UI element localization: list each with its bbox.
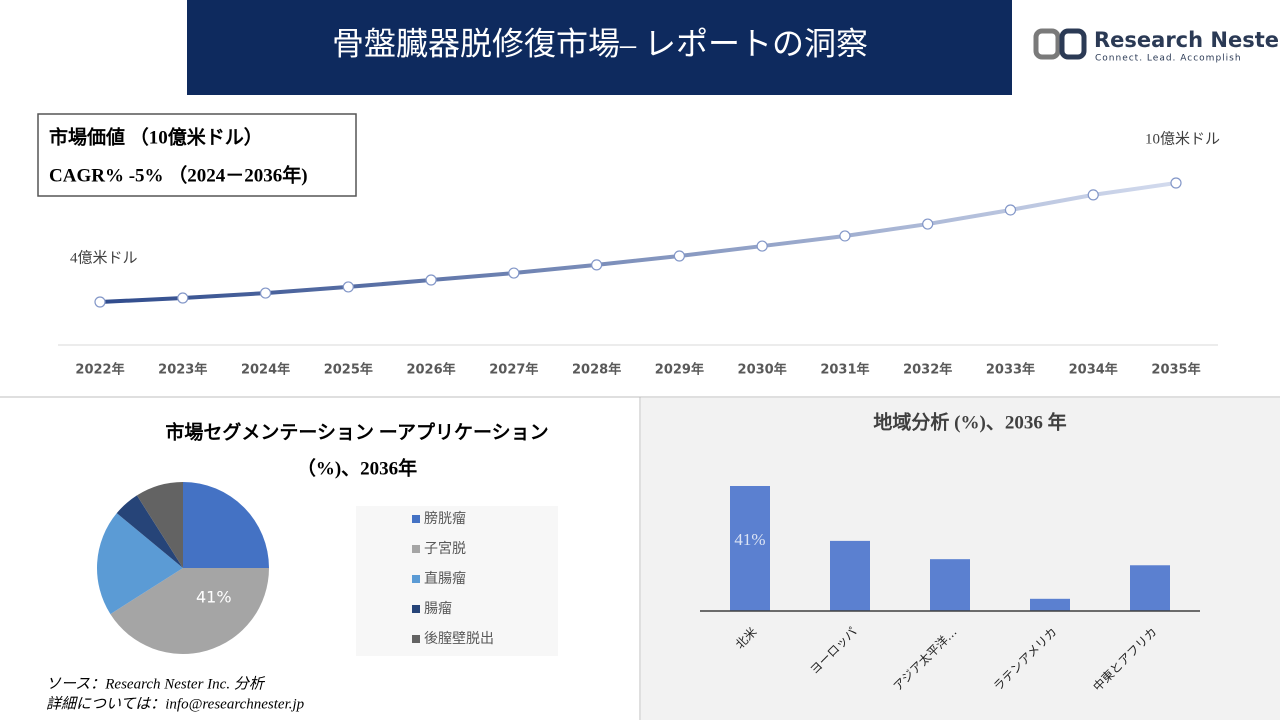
bar: [1030, 598, 1070, 611]
point: [1004, 204, 1017, 216]
point: [1170, 177, 1182, 189]
line: [99, 181, 1177, 304]
bar: [830, 540, 870, 611]
point: [839, 230, 851, 242]
point: [673, 250, 685, 262]
point: [508, 267, 520, 279]
x-tick-label: 2026年: [406, 362, 455, 378]
market-value: 市場価値 （10億米ドル）: [49, 125, 263, 148]
pie-slice: [136, 482, 183, 568]
legend-label: 膀胱瘤: [424, 510, 466, 527]
bar: [930, 559, 970, 611]
point: [342, 281, 354, 293]
bar: [1130, 565, 1170, 611]
point: [1087, 189, 1099, 201]
chart-title: 地域分析 (%)、2036 年: [873, 410, 1066, 433]
pie-slice: [183, 482, 269, 568]
point: [922, 218, 934, 230]
header-title: 骨盤臓器脱修復市場– レポートの洞察: [332, 25, 868, 61]
x-tick-label: 2034年: [1069, 362, 1118, 378]
pie-slice: [110, 568, 270, 655]
logo-icon: [1059, 28, 1087, 60]
x-tick-label: 2030年: [738, 362, 787, 378]
legend-swatch: [412, 515, 420, 523]
contact-note: 詳細については：info@researchnester.jp: [46, 695, 305, 712]
point: [425, 274, 437, 286]
x-tick-label: 2029年: [655, 362, 704, 378]
logo-icon: [1033, 28, 1061, 60]
x-tick-label: 2023年: [158, 362, 207, 378]
chart-title: 市場セグメンテーション ーアプリケーション: [165, 420, 548, 443]
header-banner: [187, 0, 1012, 95]
point: [591, 259, 603, 271]
legend-label: 腸瘤: [424, 600, 452, 617]
legend-label: 子宮脱: [424, 541, 466, 557]
point: [756, 240, 768, 252]
x-tick-label: 2033年: [986, 362, 1035, 378]
market-cagr: CAGR% -5% （2024－2036年): [49, 163, 308, 186]
x-tick-label: 2028年: [572, 362, 621, 378]
x-tick-label: 2024年: [241, 362, 290, 378]
data-label: 10億米ドル: [1145, 130, 1220, 147]
market-box: [37, 113, 357, 197]
legend-swatch: [412, 545, 420, 553]
x-tick-label: 2031年: [820, 362, 869, 378]
x-tick-label: 2025年: [324, 362, 373, 378]
x-tick-label: 2035年: [1151, 362, 1200, 378]
data-label: 41%: [196, 588, 232, 607]
legend-swatch: [412, 635, 420, 643]
point: [94, 296, 106, 308]
x-tick-label: 2022年: [75, 362, 124, 378]
legend-label: 後膣壁脱出: [424, 630, 494, 647]
chart-title: （%)、2036年: [297, 456, 417, 479]
x-tick-label: 2027年: [489, 362, 538, 378]
bar: [730, 486, 770, 611]
logo: Research Nester Connect. Lead. Accomplis…: [1033, 28, 1280, 64]
point: [259, 287, 272, 299]
data-label: 4億米ドル: [70, 249, 138, 266]
logo-tagline: Connect. Lead. Accomplish: [1095, 54, 1242, 64]
source-note: ソース：Research Nester Inc. 分析: [46, 675, 266, 692]
logo-name: Research Nester: [1094, 28, 1280, 52]
pie-slice: [116, 495, 183, 568]
point: [177, 292, 189, 304]
legend-box: [356, 506, 558, 656]
legend-label: 直腸瘤: [424, 570, 466, 587]
data-label: 41%: [734, 530, 765, 549]
x-tick-label: 2032年: [903, 362, 952, 378]
legend-swatch: [412, 575, 420, 583]
legend-swatch: [412, 605, 420, 613]
pie-slice: [96, 513, 183, 615]
